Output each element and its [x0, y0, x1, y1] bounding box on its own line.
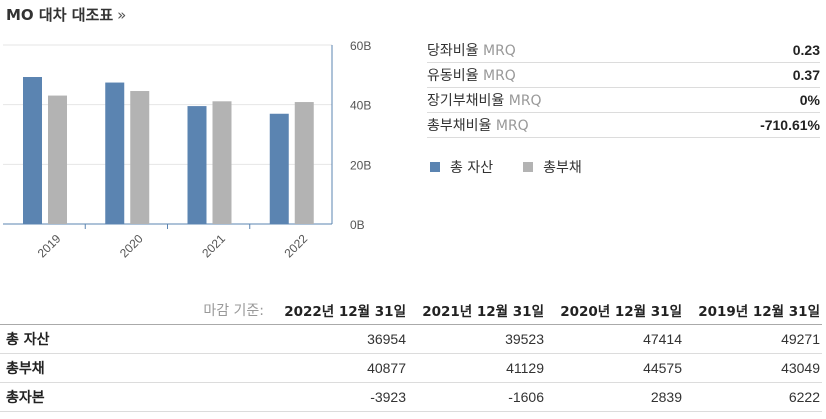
ratio-row-current: 유동비율 MRQ 0.37: [427, 63, 820, 88]
ratio-value: 0.37: [792, 67, 820, 83]
bar-total-assets: [187, 106, 207, 224]
table-cell: 40877: [367, 360, 406, 376]
x-tick-label: 2019: [35, 231, 64, 260]
legend-label: 총부채: [543, 160, 582, 176]
x-tick-label: 2022: [281, 231, 310, 260]
table-cell: 39523: [505, 331, 544, 347]
row-label: 총 자산: [6, 332, 50, 348]
balance-sheet-chart: 60B 40B 20B 0B 2019 2020 2021 2022: [3, 39, 371, 260]
ratio-value: 0%: [799, 92, 820, 108]
balance-sheet-table: 마감 기준: 2022년 12월 31일 2021년 12월 31일 2020년…: [0, 296, 822, 412]
bar-total-liabilities: [130, 91, 150, 224]
table-cell: 49271: [781, 331, 820, 347]
ratio-label: 당좌비율 MRQ: [427, 43, 516, 59]
bar-total-liabilities: [48, 95, 67, 224]
y-tick-label: 40B: [350, 99, 371, 113]
legend-item-total-liabilities[interactable]: 총부채: [523, 157, 582, 177]
row-label: 총부채: [6, 361, 45, 377]
table-row: 총 자산 36954 39523 47414 49271: [0, 325, 822, 354]
ratio-value: 0.23: [792, 42, 820, 58]
x-tick-label: 2021: [199, 231, 228, 260]
ratio-row-long-term-debt: 장기부채비율 MRQ 0%: [427, 88, 820, 113]
legend-swatch: [523, 162, 534, 172]
table-cell: 6222: [788, 389, 820, 405]
bar-total-assets: [23, 77, 42, 224]
period-label: 마감 기준:: [203, 303, 264, 319]
section-title[interactable]: MO 대차 대조표»: [6, 4, 126, 25]
table-cell: -3923: [370, 389, 406, 405]
column-header: 2020년 12월 31일: [560, 304, 682, 320]
table-row: 총부채 40877 41129 44575 43049: [0, 354, 822, 383]
table-cell: 41129: [506, 360, 544, 376]
table-row: 총자본 -3923 -1606 2839 6222: [0, 383, 822, 412]
bar-total-liabilities: [294, 102, 314, 224]
legend-swatch: [430, 162, 440, 172]
bar-total-assets: [105, 82, 125, 224]
x-tick-label: 2020: [117, 231, 146, 260]
table-cell: 44575: [643, 360, 682, 376]
ratio-label: 장기부채비율 MRQ: [427, 93, 542, 109]
table-cell: 43049: [781, 360, 820, 376]
y-tick-label: 20B: [350, 158, 371, 172]
ratio-label: 유동비율 MRQ: [427, 68, 516, 84]
ratio-row-quick: 당좌비율 MRQ 0.23: [427, 38, 820, 63]
table-cell: -1606: [508, 389, 544, 405]
legend-label: 총 자산: [450, 160, 494, 176]
table-cell: 36954: [367, 331, 406, 347]
table-cell: 2839: [650, 389, 682, 405]
table-header-row: 마감 기준: 2022년 12월 31일 2021년 12월 31일 2020년…: [0, 296, 822, 325]
row-label: 총자본: [6, 390, 45, 406]
column-header: 2022년 12월 31일: [284, 304, 406, 320]
table-cell: 47414: [643, 331, 682, 347]
ratio-value: -710.61%: [760, 117, 820, 133]
chart-legend: 총 자산 총부채: [430, 157, 582, 177]
more-link-icon[interactable]: »: [117, 6, 127, 24]
column-header: 2019년 12월 31일: [698, 304, 820, 320]
bar-total-assets: [269, 113, 289, 224]
ratio-label: 총부채비율 MRQ: [427, 118, 529, 134]
ratio-list: 당좌비율 MRQ 0.23 유동비율 MRQ 0.37 장기부채비율 MRQ 0…: [427, 38, 820, 138]
ratio-row-total-debt: 총부채비율 MRQ -710.61%: [427, 113, 820, 138]
section-title-text: MO 대차 대조표: [6, 6, 114, 24]
bar-total-liabilities: [212, 101, 232, 224]
y-tick-label: 60B: [350, 39, 371, 53]
legend-item-total-assets[interactable]: 총 자산: [430, 157, 493, 177]
column-header: 2021년 12월 31일: [422, 304, 544, 320]
y-tick-label: 0B: [350, 218, 365, 232]
